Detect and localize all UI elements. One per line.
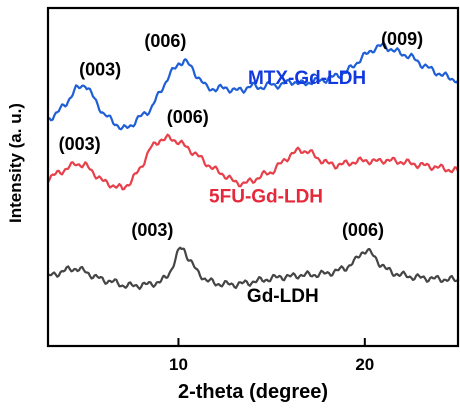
plot-lines (46, 41, 460, 290)
series-line-gd-ldh (46, 246, 460, 290)
peak-annotation: (006) (342, 220, 384, 240)
peak-annotation: (003) (59, 134, 101, 154)
peak-annotation: (003) (131, 220, 173, 240)
x-axis-ticks: 10 20 (169, 338, 374, 374)
peak-annotation: (006) (167, 107, 209, 127)
x-tick-label: 20 (355, 355, 374, 374)
series-label-5fu-gd-ldh: 5FU-Gd-LDH (209, 186, 323, 207)
series-line-mtx-gd-ldh (46, 41, 460, 131)
x-tick-label: 10 (169, 355, 188, 374)
peak-annotation: (006) (144, 31, 186, 51)
plot-frame (46, 6, 460, 348)
series-label-mtx-gd-ldh: MTX-Gd-LDH (248, 68, 366, 89)
peak-annotation: (009) (381, 29, 423, 49)
peak-annotation: (003) (79, 60, 121, 80)
annotation-layer: (003) (006) (009) (003) (006) (003) (006) MTX-G… (59, 29, 423, 307)
series-line-5fu-gd-ldh (46, 133, 460, 191)
y-axis-title: Intensity (a. u.) (6, 103, 25, 223)
series-label-gd-ldh: Gd-LDH (247, 286, 319, 307)
x-axis-title: 2-theta (degree) (178, 381, 328, 403)
